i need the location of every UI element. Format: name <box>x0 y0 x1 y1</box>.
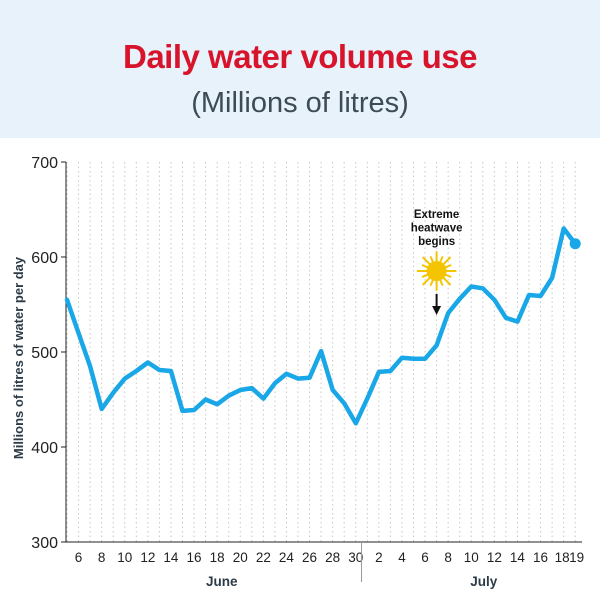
x-tick-label: 6 <box>421 550 429 565</box>
chart-axes <box>65 162 582 543</box>
x-tick-label: 18 <box>555 550 570 565</box>
sun-disc <box>426 261 447 281</box>
heatwave-annotation: Extreme heatwave begins <box>411 209 463 315</box>
sun-ray <box>444 264 452 269</box>
series-line <box>64 226 578 426</box>
annotation-text-line: begins <box>418 236 455 248</box>
x-tick-label: 8 <box>98 550 106 565</box>
y-axis-label: Millions of litres of water per day <box>11 256 26 459</box>
x-tick-label: 24 <box>279 550 295 565</box>
x-tick-label: 28 <box>325 550 340 565</box>
y-tick-label: 500 <box>31 345 58 362</box>
sun-ray <box>422 256 431 265</box>
x-tick-label: 2 <box>375 550 383 565</box>
x-tick-label: 8 <box>444 550 452 565</box>
y-tick-label: 700 <box>31 155 58 172</box>
x-tick-label: 18 <box>210 550 225 565</box>
y-tick-label: 600 <box>31 250 58 267</box>
month-label-july: July <box>470 574 498 589</box>
x-tick-label: 14 <box>163 550 179 565</box>
sun-ray <box>439 279 444 286</box>
x-tick-label: 16 <box>533 550 548 565</box>
chart-title: Daily water volume use <box>123 38 477 75</box>
x-tick-label: 26 <box>302 550 317 565</box>
sun-ray <box>429 256 434 263</box>
annotation-text-line: Extreme <box>414 209 459 221</box>
sun-ray <box>421 264 429 269</box>
annotation-text-line: heatwave <box>411 223 463 235</box>
x-tick-labels: 6 8 10 12 14 16 18 20 22 24 26 28 30 2 4 6 8 10 12 14 16 18 19 <box>75 550 584 565</box>
down-arrow-icon <box>432 294 442 315</box>
x-tick-label: 6 <box>75 550 83 565</box>
sun-ray <box>439 256 444 263</box>
month-labels: June July <box>206 542 498 589</box>
chart-header: Daily water volume use (Millions of litr… <box>0 0 600 138</box>
x-tick-label: 30 <box>348 550 363 565</box>
x-tick-label: 12 <box>140 550 155 565</box>
series-end-point <box>569 238 581 250</box>
sun-ray <box>442 277 452 286</box>
x-tick-label: 4 <box>398 550 406 565</box>
sun-ray <box>422 277 431 286</box>
arrow-head <box>432 306 442 315</box>
chart-subtitle: (Millions of litres) <box>191 87 409 119</box>
x-tick-label: 16 <box>187 550 202 565</box>
grid-lines <box>66 162 576 542</box>
x-tick-label: 10 <box>464 550 479 565</box>
sun-ray <box>429 279 434 286</box>
x-tick-label: 19 <box>569 550 584 565</box>
x-tick-label: 20 <box>233 550 248 565</box>
y-tick-labels: 300 400 500 600 700 <box>31 155 66 552</box>
y-tick-label: 300 <box>31 535 58 552</box>
x-tick-label: 22 <box>256 550 271 565</box>
sun-ray <box>421 273 429 278</box>
x-tick-label: 12 <box>487 550 502 565</box>
sun-ray <box>442 256 452 265</box>
sun-ray <box>444 273 452 278</box>
x-tick-label: 10 <box>117 550 132 565</box>
month-label-june: June <box>206 574 238 589</box>
sun-icon <box>416 251 457 291</box>
y-tick-label: 400 <box>31 440 58 457</box>
x-tick-label: 14 <box>510 550 526 565</box>
annotation-text: Extreme heatwave begins <box>411 209 463 248</box>
